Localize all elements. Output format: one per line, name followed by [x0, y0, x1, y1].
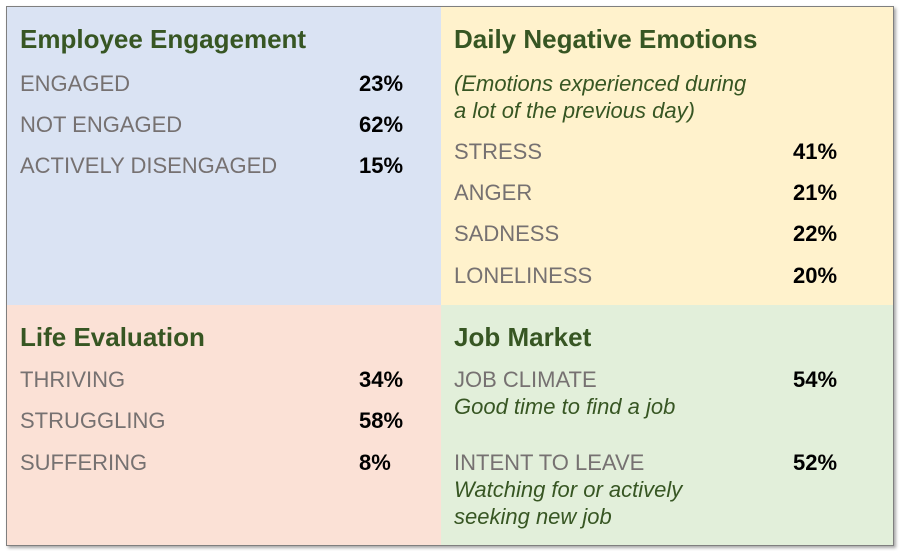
stress-value: 41% [793, 139, 838, 164]
intent-to-leave-value: 52% [793, 450, 838, 475]
engaged-row: ENGAGED 23% [20, 71, 420, 101]
stress-label: STRESS [454, 139, 543, 164]
intent-to-leave-row: INTENT TO LEAVE 52% [454, 450, 854, 480]
not-engaged-label: NOT ENGAGED [20, 112, 183, 137]
job-climate-note: Good time to find a job [454, 394, 676, 419]
life-evaluation-title: Life Evaluation [20, 322, 205, 352]
engaged-value: 23% [359, 71, 404, 96]
struggling-label: STRUGGLING [20, 408, 166, 433]
actively-disengaged-row: ACTIVELY DISENGAGED 15% [20, 153, 420, 183]
not-engaged-row: NOT ENGAGED 62% [20, 112, 420, 142]
suffering-value: 8% [359, 450, 391, 475]
sadness-label: SADNESS [454, 221, 560, 246]
job-climate-row: JOB CLIMATE 54% [454, 367, 854, 397]
loneliness-value: 20% [793, 263, 838, 288]
not-engaged-value: 62% [359, 112, 404, 137]
stress-row: STRESS 41% [454, 139, 854, 169]
actively-disengaged-value: 15% [359, 153, 404, 178]
intent-to-leave-note-line1: Watching for or actively [454, 477, 683, 502]
struggling-row: STRUGGLING 58% [20, 408, 420, 438]
emotions-subtitle-line2: a lot of the previous day) [454, 98, 695, 123]
struggling-value: 58% [359, 408, 404, 433]
dashboard-frame: Employee Engagement ENGAGED 23% NOT ENGA… [6, 6, 894, 546]
anger-label: ANGER [454, 180, 533, 205]
suffering-label: SUFFERING [20, 450, 148, 475]
suffering-row: SUFFERING 8% [20, 450, 420, 480]
thriving-value: 34% [359, 367, 404, 392]
daily-negative-emotions-panel: Daily Negative Emotions (Emotions experi… [441, 7, 893, 305]
loneliness-row: LONELINESS 20% [454, 263, 854, 293]
actively-disengaged-label: ACTIVELY DISENGAGED [20, 153, 278, 178]
employee-engagement-title: Employee Engagement [20, 24, 307, 54]
daily-negative-emotions-title: Daily Negative Emotions [454, 24, 758, 54]
intent-to-leave-note: Watching for or actively seeking new job [454, 476, 682, 530]
job-market-title: Job Market [454, 322, 592, 352]
job-market-panel: Job Market JOB CLIMATE 54% Good time to … [441, 305, 893, 545]
engaged-label: ENGAGED [20, 71, 131, 96]
intent-to-leave-label: INTENT TO LEAVE [454, 450, 645, 475]
emotions-subtitle-line1: (Emotions experienced during [454, 71, 747, 96]
life-evaluation-panel: Life Evaluation THRIVING 34% STRUGGLING … [7, 305, 441, 545]
job-climate-label: JOB CLIMATE [454, 367, 597, 392]
anger-value: 21% [793, 180, 838, 205]
thriving-label: THRIVING [20, 367, 126, 392]
intent-to-leave-note-line2: seeking new job [454, 504, 612, 529]
anger-row: ANGER 21% [454, 180, 854, 210]
job-climate-value: 54% [793, 367, 838, 392]
sadness-row: SADNESS 22% [454, 221, 854, 251]
loneliness-label: LONELINESS [454, 263, 593, 288]
employee-engagement-panel: Employee Engagement ENGAGED 23% NOT ENGA… [7, 7, 441, 305]
thriving-row: THRIVING 34% [20, 367, 420, 397]
emotions-subtitle: (Emotions experienced during a lot of th… [454, 70, 746, 124]
sadness-value: 22% [793, 221, 838, 246]
